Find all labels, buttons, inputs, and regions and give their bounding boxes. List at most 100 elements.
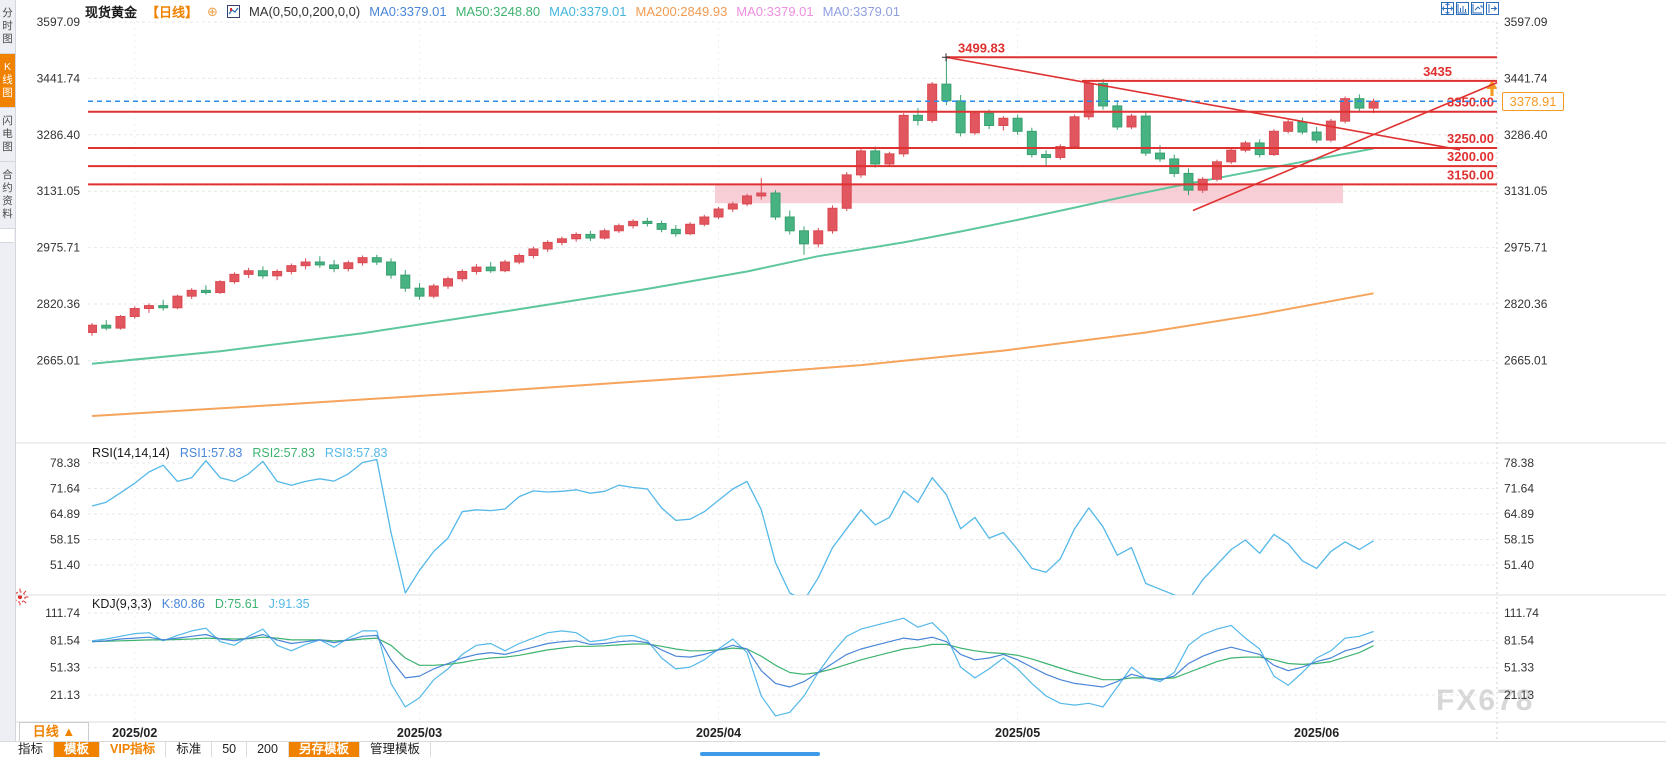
tab-save-template[interactable]: 另存模板 [288,742,360,757]
y-tick-left: 51.33 [50,661,80,675]
axis-labels: 3597.09 3597.09 3441.74 3441.74 3286.40 3286.… [37,15,1548,740]
tab-manage-templates[interactable]: 管理模板 [360,742,431,757]
y-tick-right: 64.89 [1504,507,1534,521]
sidebar-end-cap [0,229,14,243]
y-tick-left: 3441.74 [37,71,81,85]
rsi-panel [91,458,1374,595]
x-tick-label: 2025/04 [696,726,741,740]
y-tick-right: 2975.71 [1504,241,1548,255]
y-tick-right: 3441.74 [1504,71,1548,85]
level-label: 3499.83 [958,40,1005,55]
y-tick-left: 2975.71 [37,241,81,255]
candles [88,57,1379,336]
price-levels: 3499.83 3435 3350.00 3250.00 3200.00 3150.00 [88,40,1498,212]
y-tick-right: 81.54 [1504,633,1534,647]
y-tick-left: 2820.36 [37,297,81,311]
kdj-title: KDJ(9,3,3) [92,597,152,611]
y-tick-right: 71.64 [1504,481,1534,495]
sidebar-tab-kline[interactable]: K线图 [0,54,15,108]
y-tick-right: 111.74 [1504,606,1539,620]
y-tick-left: 3597.09 [37,15,81,29]
chart-type-sidebar: 分时图 K线图 闪电图 合约资料 [0,0,16,757]
ma-value: MA0:3379.01 [822,3,900,19]
rsi-line [91,458,1374,595]
kdj-d-line [91,636,1374,681]
x-tick-label: 2025/02 [112,726,157,740]
level-label: 3435 [1423,64,1452,79]
trendline [1192,81,1498,212]
y-tick-right: 3597.09 [1504,15,1548,29]
period-tag: 【日线】 [146,4,199,20]
y-tick-right: 51.33 [1504,661,1534,675]
level-label: 3250.00 [1447,131,1494,146]
ma-value: MA0:3379.01 [736,3,814,19]
zoom-out-x-icon[interactable] [1471,2,1484,15]
ma200-line [91,292,1374,417]
x-tick-label: 2025/03 [397,726,442,740]
sidebar-tab-timeshare[interactable]: 分时图 [0,0,15,54]
y-tick-right: 78.38 [1504,456,1534,470]
kdj-d-value: D:75.61 [214,597,259,611]
ma-indicator-icon[interactable] [226,4,240,18]
period-selector-label: 日线 [32,724,59,739]
kdj-k-value: K:80.86 [161,597,205,611]
tab-standard[interactable]: 标准 [166,742,213,757]
level-label: 3350.00 [1447,95,1494,110]
rsi3-value: RSI3:57.83 [324,446,388,460]
y-tick-right: 3286.40 [1504,128,1548,142]
y-tick-right: 2820.36 [1504,297,1548,311]
tab-vip-indicators[interactable]: VIP指标 [100,742,167,757]
y-tick-left: 51.40 [50,558,80,572]
y-tick-right: 51.40 [1504,558,1534,572]
y-tick-left: 64.89 [50,507,80,521]
y-tick-right: 58.15 [1504,532,1534,546]
y-tick-left: 3286.40 [37,128,81,142]
kdj-j-value: J:91.35 [268,597,310,611]
period-selector[interactable]: 日线 ▲ [19,722,89,742]
x-tick-label: 2025/05 [995,726,1040,740]
y-tick-left: 111.74 [45,606,80,620]
chevron-up-icon: ▲ [62,724,76,739]
sidebar-tab-contract-info[interactable]: 合约资料 [0,162,15,229]
tab-ma200[interactable]: 200 [247,742,289,757]
period-settings-icon[interactable]: ⊕ [207,3,218,19]
rsi-header: RSI(14,14,14) RSI1:57.83 RSI2:57.83 RSI3… [92,446,387,460]
kdj-panel [91,617,1374,717]
trendline [945,56,1461,151]
chart-header: 现货黄金 【日线】 ⊕ MA(0,50,0,200,0,0) MA0:3379.… [85,2,900,20]
y-tick-left: 58.15 [50,532,80,546]
indicator-toolbar: 指标 模板 VIP指标 标准 50 200 另存模板 管理模板 [0,741,1666,757]
y-tick-left: 2665.01 [37,353,81,367]
tab-templates[interactable]: 模板 [54,742,101,757]
kdj-j-line [91,617,1374,717]
ma-value: MA0:3379.01 [549,3,627,19]
y-tick-right: 3131.05 [1504,184,1548,198]
view-controls [1441,2,1499,15]
y-tick-left: 71.64 [50,481,80,495]
y-tick-left: 3131.05 [37,184,81,198]
ma-value: MA0:3379.01 [369,3,447,19]
level-label: 3150.00 [1447,167,1494,182]
rsi-title: RSI(14,14,14) [92,446,170,460]
ma-formula: MA(0,50,0,200,0,0) [248,3,361,19]
ma-value: MA200:2849.93 [635,3,728,19]
x-tick-label: 2025/06 [1294,726,1339,740]
kdj-k-line [91,633,1374,688]
shift-right-icon[interactable] [1486,2,1499,15]
current-price-badge: 3378.91 [1502,92,1564,111]
tab-indicators[interactable]: 指标 [8,742,55,757]
y-tick-left: 78.38 [50,456,80,470]
symbol-name: 现货黄金 [85,4,138,20]
zoom-in-x-icon[interactable] [1456,2,1469,15]
sidebar-tab-lightning[interactable]: 闪电图 [0,108,15,162]
y-tick-right: 2665.01 [1504,353,1548,367]
y-tick-right: 21.13 [1504,688,1534,702]
kdj-header: KDJ(9,3,3) K:80.86 D:75.61 J:91.35 [92,597,310,611]
pan-icon[interactable] [1441,2,1454,15]
watermark: FX678 [1436,684,1535,717]
level-label: 3200.00 [1447,149,1494,164]
tab-ma50[interactable]: 50 [212,742,248,757]
horizontal-scrollbar-thumb[interactable] [700,752,820,756]
rsi1-value: RSI1:57.83 [179,446,243,460]
